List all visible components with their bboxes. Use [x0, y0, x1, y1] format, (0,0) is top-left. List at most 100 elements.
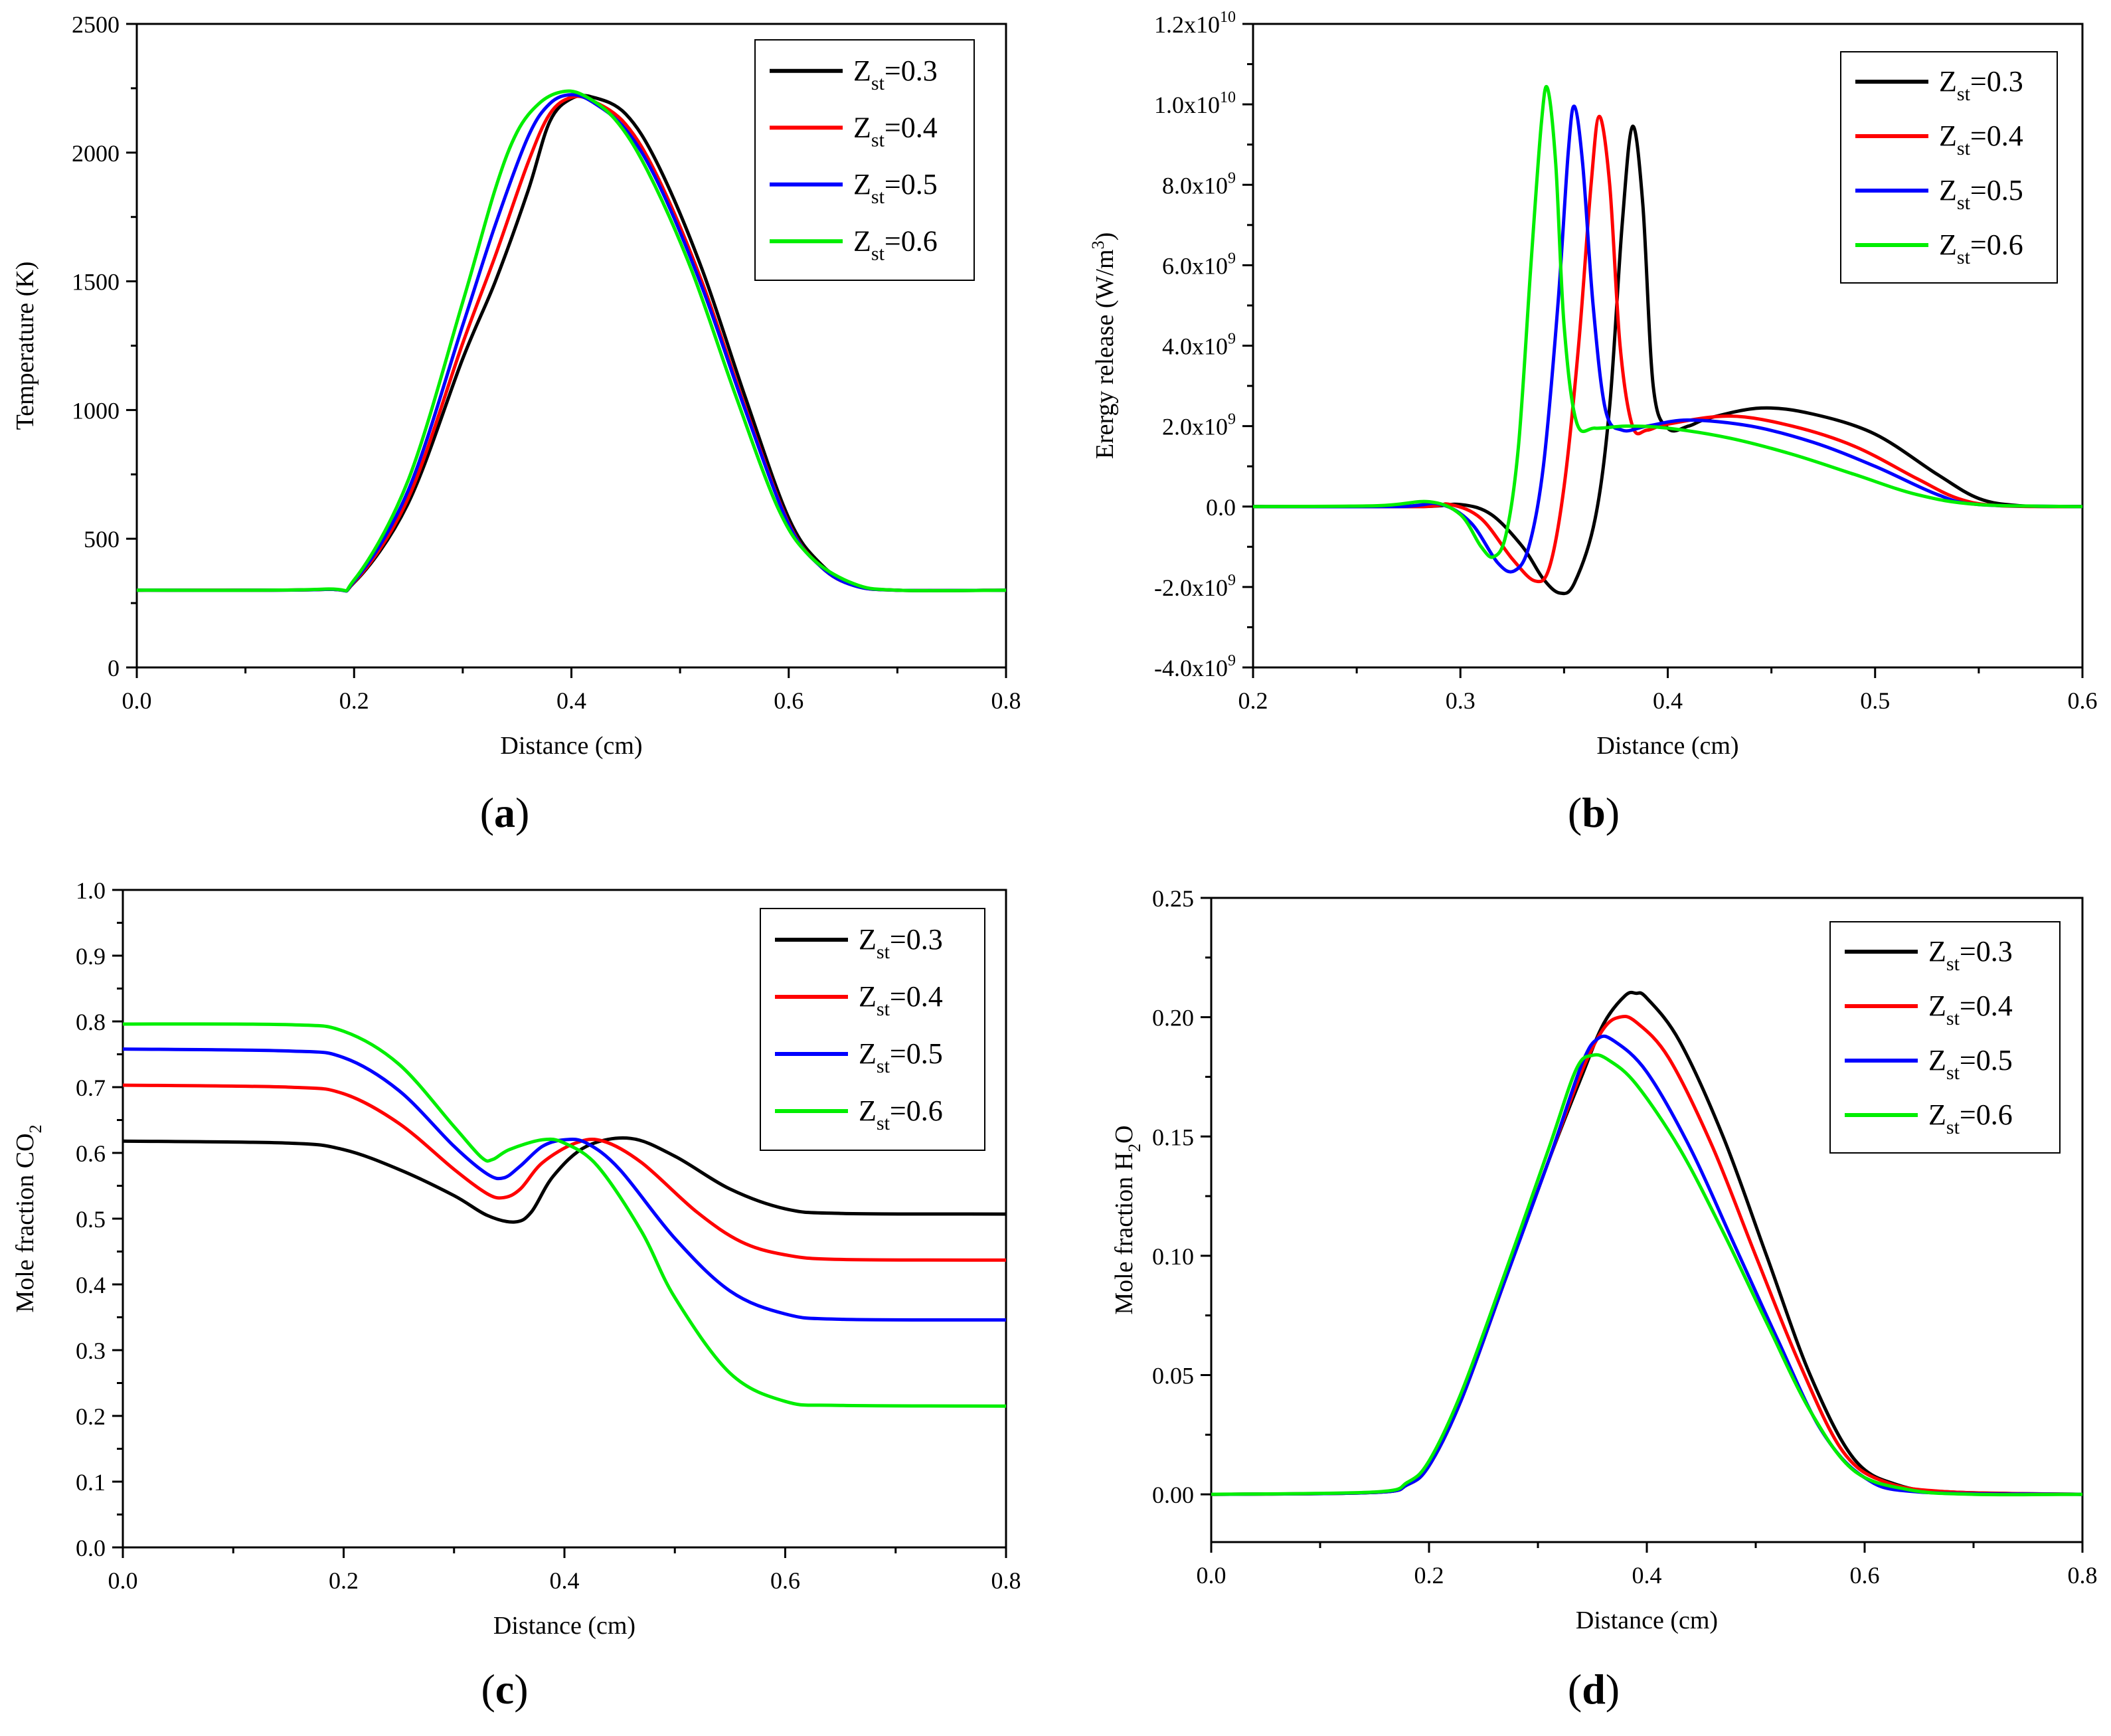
x-tick-label: 0.6	[1850, 1562, 1880, 1589]
y-title-main: Erergy release (W/m	[1091, 249, 1119, 459]
legend-label-1: Zst=0.3	[1928, 935, 2013, 975]
legend-label-sub: st	[871, 72, 885, 94]
legend-label-main: Z	[1939, 228, 1957, 261]
y-title-sup: 3	[1088, 240, 1108, 249]
y-tick-base: 0.0	[1206, 494, 1236, 521]
caption-letter: b	[1582, 789, 1606, 836]
x-tick-label: 0.4	[550, 1567, 580, 1594]
y-tick-base: -2.0x10	[1154, 574, 1228, 601]
legend-label-sub: st	[877, 998, 890, 1020]
y-tick-base: 4.0x10	[1162, 333, 1228, 360]
y-tick-exponent: 10	[1220, 9, 1236, 26]
y-tick-label: 0.4	[76, 1272, 106, 1298]
legend-label-sub: st	[871, 186, 885, 208]
y-tick-label: 0.10	[1152, 1243, 1194, 1270]
x-tick-label: 0.2	[1414, 1562, 1444, 1589]
legend-label-rest: =0.6	[1960, 1098, 2013, 1131]
y-tick-base: 6.0x10	[1162, 252, 1228, 279]
x-tick-label: 0.6	[770, 1567, 800, 1594]
legend-label-rest: =0.5	[890, 1037, 943, 1070]
caption-open-paren: (	[1568, 1666, 1582, 1713]
legend-label-3: Zst=0.5	[1939, 174, 2023, 214]
y-tick-label: 0	[108, 655, 120, 681]
y-tick-label: 0.0	[1206, 494, 1236, 521]
y-tick-base: 2.0x10	[1162, 414, 1228, 440]
y-tick-label: 0.8	[76, 1009, 106, 1035]
legend-label-rest: =0.4	[1970, 120, 2023, 152]
y-tick-label: -2.0x109	[1154, 572, 1236, 601]
legend-label-sub: st	[1957, 137, 1971, 159]
caption-close-paren: )	[1606, 789, 1620, 836]
series-line-4	[123, 1022, 1006, 1408]
x-tick-label: 0.5	[1860, 687, 1890, 714]
legend-label-main: Z	[853, 168, 871, 201]
y-tick-label: 0.5	[76, 1206, 106, 1233]
y-title-sub: 2	[1125, 1144, 1144, 1152]
legend-label-4: Zst=0.6	[1928, 1098, 2013, 1138]
legend-label-rest: =0.4	[1960, 990, 2013, 1022]
legend-label-1: Zst=0.3	[859, 923, 943, 963]
x-axis-title: Distance (cm)	[1576, 1606, 1718, 1634]
legend-label-2: Zst=0.4	[1939, 120, 2023, 159]
series-line-1	[1253, 124, 2082, 596]
caption-close-paren: )	[514, 1666, 528, 1713]
legend-label-rest: =0.3	[885, 54, 938, 87]
chart-d: 0.0 0.2 0.4 0.6 0.8 0.00 0.05 0.10 0.15 0.20 0.25 D…	[1110, 885, 2098, 1713]
legend-label-main: Z	[1928, 1098, 1946, 1131]
y-axis-title: Mole fraction H2O	[1110, 1125, 1144, 1314]
x-tick-label: 0.2	[1238, 687, 1268, 714]
y-tick-label: 0.3	[76, 1338, 106, 1364]
legend-label-1: Zst=0.3	[853, 54, 938, 94]
x-tick-label: 0.4	[556, 687, 586, 714]
x-tick-label: 0.8	[991, 687, 1021, 714]
x-tick-label: 0.2	[339, 687, 369, 714]
series-line-1	[123, 1136, 1006, 1224]
series-line-3	[123, 1047, 1006, 1322]
y-tick-label: 0.15	[1152, 1124, 1194, 1150]
legend-label-2: Zst=0.4	[859, 980, 943, 1020]
legend-label-main: Z	[853, 224, 871, 257]
legend-label-rest: =0.6	[1970, 228, 2023, 261]
legend-label-2: Zst=0.4	[853, 111, 938, 151]
legend-label-sub: st	[1946, 953, 1960, 975]
y-tick-label: 0.00	[1152, 1482, 1194, 1508]
chart-b: 0.2 0.3 0.4 0.5 0.6-4.0x109-2.0x1090.02.0x10…	[1088, 9, 2098, 836]
legend-label-main: Z	[859, 1094, 877, 1127]
y-tick-exponent: 9	[1228, 250, 1236, 267]
legend-label-4: Zst=0.6	[853, 224, 938, 264]
legend-label-sub: st	[1946, 1062, 1960, 1084]
y-title-main: Mole fraction H	[1110, 1152, 1138, 1315]
y-tick-label: -4.0x109	[1154, 652, 1236, 681]
legend-label-rest: =0.5	[1960, 1044, 2013, 1077]
legend-label-4: Zst=0.6	[1939, 228, 2023, 268]
y-tick-label: 1.0	[76, 877, 106, 904]
legend-label-rest: =0.6	[885, 224, 938, 257]
caption: (a)	[480, 789, 530, 836]
legend-label-rest: =0.6	[890, 1094, 943, 1127]
y-tick-label: 2500	[72, 11, 120, 38]
legend-label-main: Z	[853, 111, 871, 143]
legend-label-main: Z	[1939, 120, 1957, 152]
x-tick-label: 0.6	[774, 687, 803, 714]
legend-label-main: Z	[859, 980, 877, 1013]
caption-letter: c	[495, 1666, 514, 1713]
legend-label-4: Zst=0.6	[859, 1094, 943, 1134]
y-title-sub: 2	[26, 1124, 45, 1133]
x-tick-label: 0.8	[991, 1567, 1021, 1594]
legend-label-rest: =0.3	[890, 923, 943, 956]
legend-label-rest: =0.5	[1970, 174, 2023, 207]
legend-label-rest: =0.4	[890, 980, 943, 1013]
x-tick-label: 0.4	[1653, 687, 1683, 714]
y-tick-label: 2000	[72, 140, 120, 167]
x-tick-label: 0.4	[1632, 1562, 1662, 1589]
caption-close-paren: )	[1606, 1666, 1620, 1713]
legend-label-sub: st	[871, 242, 885, 264]
y-axis-title: Temperature (K)	[11, 262, 39, 430]
y-title-end: )	[1091, 232, 1119, 241]
caption-open-paren: (	[480, 789, 494, 836]
legend-label-main: Z	[1939, 65, 1957, 98]
series-line-4	[137, 89, 1006, 593]
